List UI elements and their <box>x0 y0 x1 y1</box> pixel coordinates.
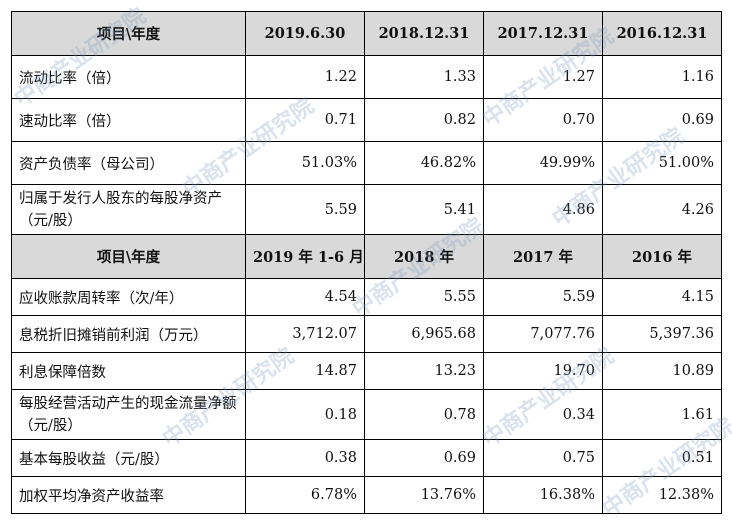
cell-value: 3,712.07 <box>245 315 365 353</box>
header-cell: 2017.12.31 <box>483 11 603 56</box>
cell-value: 0.51 <box>602 439 722 477</box>
row-label: 利息保障倍数 <box>11 352 246 390</box>
header-cell: 项目\年度 <box>11 11 246 56</box>
cell-value: 5.55 <box>364 278 484 316</box>
cell-value: 10.89 <box>602 352 722 390</box>
header-cell: 项目\年度 <box>11 234 246 279</box>
cell-value: 13.23 <box>364 352 484 390</box>
cell-value: 0.69 <box>364 439 484 477</box>
row-label: 资产负债率（母公司） <box>11 141 246 185</box>
header-cell: 2019.6.30 <box>245 11 365 56</box>
cell-value: 1.33 <box>364 55 484 99</box>
table-row: 流动比率（倍） 1.22 1.33 1.27 1.16 <box>11 55 722 99</box>
cell-value: 5,397.36 <box>602 315 722 353</box>
row-label: 每股经营活动产生的现金流量净额（元/股） <box>11 389 246 440</box>
row-label: 加权平均净资产收益率 <box>11 476 246 514</box>
cell-value: 19.70 <box>483 352 603 390</box>
header-cell: 2016.12.31 <box>602 11 722 56</box>
cell-value: 16.38% <box>483 476 603 514</box>
table-row: 速动比率（倍） 0.71 0.82 0.70 0.69 <box>11 98 722 142</box>
cell-value: 0.71 <box>245 98 365 142</box>
cell-value: 12.38% <box>602 476 722 514</box>
header-cell: 2019 年 1-6 月 <box>245 234 365 279</box>
header-cell: 2018 年 <box>364 234 484 279</box>
cell-value: 0.82 <box>364 98 484 142</box>
table-row: 每股经营活动产生的现金流量净额（元/股） 0.18 0.78 0.34 1.61 <box>11 389 722 440</box>
cell-value: 0.18 <box>245 389 365 440</box>
cell-value: 5.41 <box>364 184 484 235</box>
table-row: 加权平均净资产收益率 6.78% 13.76% 16.38% 12.38% <box>11 476 722 514</box>
cell-value: 6.78% <box>245 476 365 514</box>
row-label: 基本每股收益（元/股） <box>11 439 246 477</box>
financial-indicators-table: 项目\年度 2019.6.30 2018.12.31 2017.12.31 20… <box>11 11 722 514</box>
cell-value: 49.99% <box>483 141 603 185</box>
table-row: 息税折旧摊销前利润（万元） 3,712.07 6,965.68 7,077.76… <box>11 315 722 353</box>
header-row-balance: 项目\年度 2019.6.30 2018.12.31 2017.12.31 20… <box>11 11 722 56</box>
cell-value: 51.03% <box>245 141 365 185</box>
table-row: 基本每股收益（元/股） 0.38 0.69 0.75 0.51 <box>11 439 722 477</box>
cell-value: 4.26 <box>602 184 722 235</box>
cell-value: 1.22 <box>245 55 365 99</box>
table-row: 归属于发行人股东的每股净资产（元/股） 5.59 5.41 4.86 4.26 <box>11 184 722 235</box>
cell-value: 0.38 <box>245 439 365 477</box>
header-cell: 2018.12.31 <box>364 11 484 56</box>
table-row: 资产负债率（母公司） 51.03% 46.82% 49.99% 51.00% <box>11 141 722 185</box>
header-row-period: 项目\年度 2019 年 1-6 月 2018 年 2017 年 2016 年 <box>11 234 722 279</box>
cell-value: 1.16 <box>602 55 722 99</box>
row-label: 息税折旧摊销前利润（万元） <box>11 315 246 353</box>
cell-value: 0.34 <box>483 389 603 440</box>
cell-value: 0.69 <box>602 98 722 142</box>
cell-value: 13.76% <box>364 476 484 514</box>
cell-value: 46.82% <box>364 141 484 185</box>
row-label: 速动比率（倍） <box>11 98 246 142</box>
cell-value: 4.15 <box>602 278 722 316</box>
cell-value: 5.59 <box>483 278 603 316</box>
row-label: 应收账款周转率（次/年） <box>11 278 246 316</box>
table-row: 应收账款周转率（次/年） 4.54 5.55 5.59 4.15 <box>11 278 722 316</box>
cell-value: 0.78 <box>364 389 484 440</box>
header-cell: 2017 年 <box>483 234 603 279</box>
cell-value: 0.70 <box>483 98 603 142</box>
cell-value: 4.54 <box>245 278 365 316</box>
row-label: 流动比率（倍） <box>11 55 246 99</box>
cell-value: 14.87 <box>245 352 365 390</box>
cell-value: 51.00% <box>602 141 722 185</box>
row-label: 归属于发行人股东的每股净资产（元/股） <box>11 184 246 235</box>
cell-value: 1.61 <box>602 389 722 440</box>
cell-value: 1.27 <box>483 55 603 99</box>
header-cell: 2016 年 <box>602 234 722 279</box>
table-row: 利息保障倍数 14.87 13.23 19.70 10.89 <box>11 352 722 390</box>
cell-value: 7,077.76 <box>483 315 603 353</box>
cell-value: 4.86 <box>483 184 603 235</box>
cell-value: 0.75 <box>483 439 603 477</box>
cell-value: 6,965.68 <box>364 315 484 353</box>
cell-value: 5.59 <box>245 184 365 235</box>
